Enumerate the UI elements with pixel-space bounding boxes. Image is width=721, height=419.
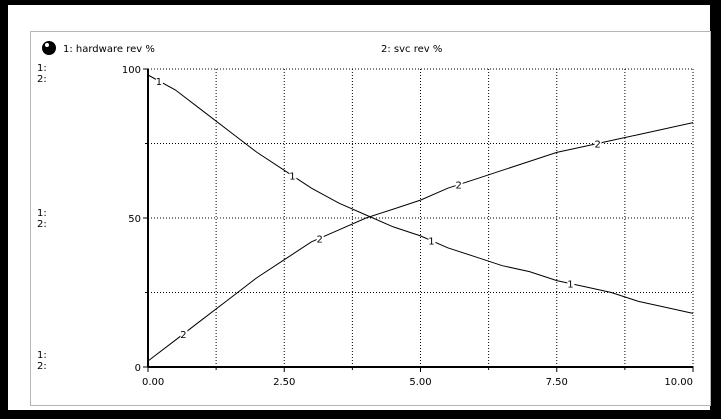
x-tick-label: 7.50 [546, 377, 568, 388]
scale-label-mid-2: 2: [37, 219, 47, 230]
series-markers: 1 1 1 1 2 2 2 2 [155, 74, 602, 341]
series-marker-bg [428, 234, 436, 246]
legend: 1: hardware rev % 2: svc rev % [42, 41, 442, 55]
tick-labels: 0.00 2.50 5.00 7.50 10.00 0 50 100 [122, 65, 693, 388]
series-marker-bg [567, 277, 575, 289]
series-marker-2: 2 [180, 330, 186, 341]
series-marker-bg [316, 232, 324, 244]
y-tick-label: 100 [122, 65, 141, 76]
series-marker-bg [180, 327, 188, 339]
chart-window: 1: hardware rev % 2: svc rev % 1: 2: 1: … [8, 5, 711, 410]
x-tick-label: 0.00 [142, 377, 164, 388]
legend-entry-1: 1: hardware rev % [63, 44, 155, 55]
grid [148, 68, 694, 367]
scale-labels: 1: 2: 1: 2: 1: 2: [37, 63, 47, 372]
x-tick-label: 10.00 [664, 377, 693, 388]
axes [143, 68, 694, 372]
series-marker-bg [155, 74, 163, 86]
chart-panel: 1: hardware rev % 2: svc rev % 1: 2: 1: … [30, 31, 711, 406]
line-chart: 1: hardware rev % 2: svc rev % 1: 2: 1: … [37, 41, 694, 388]
scale-label-bottom-1: 1: [37, 350, 47, 361]
series-marker-2: 2 [594, 140, 600, 151]
pin-icon-highlight [45, 43, 49, 47]
series-lines [147, 74, 694, 362]
scale-label-mid-1: 1: [37, 208, 47, 219]
series-marker-1: 1 [567, 280, 573, 291]
series-marker-1: 1 [289, 172, 295, 183]
series-line-1 [147, 74, 694, 314]
pin-icon[interactable] [42, 41, 56, 55]
scale-label-top-2: 2: [37, 74, 47, 85]
series-marker-1: 1 [428, 237, 434, 248]
series-marker-2: 2 [455, 181, 461, 192]
x-tick-label: 2.50 [273, 377, 295, 388]
series-marker-2: 2 [316, 234, 322, 245]
series-marker-bg [455, 178, 463, 190]
x-tick-label: 5.00 [409, 377, 431, 388]
series-line-2 [147, 122, 694, 362]
scale-label-top-1: 1: [37, 63, 47, 74]
y-tick-label: 0 [135, 363, 141, 374]
series-marker-1: 1 [156, 77, 162, 88]
y-tick-label: 50 [128, 214, 141, 225]
series-marker-bg [594, 137, 602, 149]
scale-label-bottom-2: 2: [37, 361, 47, 372]
legend-entry-2: 2: svc rev % [381, 44, 442, 55]
series-marker-bg [289, 169, 297, 181]
